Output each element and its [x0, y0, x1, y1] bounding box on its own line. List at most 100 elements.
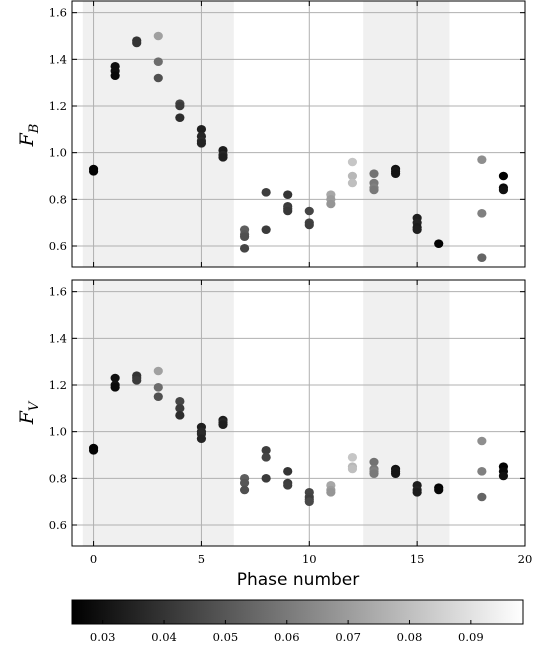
bottom-data-point: [218, 420, 228, 429]
bottom-data-point: [434, 485, 444, 495]
bottom-xtick-label: 0: [90, 552, 97, 566]
bottom-data-point: [369, 469, 379, 478]
bottom-data-point: [239, 485, 250, 495]
colorbar: 0.03 0.04 0.05 0.06 0.07 0.08 0.09: [71, 599, 524, 644]
colorbar-tick-label: 0.05: [213, 630, 239, 644]
top-data-point: [369, 185, 379, 195]
colorbar-tick-label: 0.09: [458, 630, 484, 644]
top-ytick-label: 1.2: [49, 99, 67, 113]
bottom-data-point: [477, 492, 487, 502]
top-data-point: [239, 232, 250, 241]
top-data-point: [477, 253, 487, 262]
top-data-point: [218, 153, 228, 162]
colorbar-ticks: 0.03 0.04 0.05 0.06 0.07 0.08 0.09: [90, 620, 484, 644]
colorbar-tick-label: 0.06: [274, 630, 300, 644]
bottom-ytick-label: 0.8: [49, 471, 67, 485]
colorbar-frame: [71, 599, 524, 625]
top-data-point: [110, 71, 120, 80]
bottom-ytick-label: 1.6: [49, 285, 67, 299]
top-data-point: [153, 57, 163, 66]
top-ytick-label: 1.4: [49, 52, 67, 66]
top-data-point: [412, 225, 422, 234]
bottom-data-point: [261, 453, 271, 462]
bottom-xtick-label: 10: [302, 552, 317, 566]
top-data-point: [153, 31, 163, 41]
bottom-data-point: [88, 446, 99, 455]
bottom-data-point: [347, 464, 358, 474]
top-shaded-region: [363, 1, 450, 267]
bottom-data-point: [175, 404, 185, 413]
top-data-point: [283, 206, 293, 216]
bottom-data-point: [110, 383, 120, 392]
bottom-data-point: [326, 488, 336, 497]
bottom-data-point: [110, 373, 120, 383]
bottom-plot-layer: 0.6 0.8 1.0 1.2 1.4 1.6 0 5 10 15 20: [49, 280, 533, 566]
bottom-xtick-label: 20: [518, 552, 533, 566]
bottom-xtick-label: 5: [198, 552, 205, 566]
bottom-data-point: [153, 383, 163, 392]
top-data-point: [239, 244, 250, 253]
top-ytick-label: 0.8: [49, 192, 67, 206]
bottom-ytick-label: 1.4: [49, 331, 67, 345]
bottom-data-point: [369, 457, 379, 467]
bottom-ytick-label: 0.6: [49, 518, 67, 532]
colorbar-tick-label: 0.07: [335, 630, 361, 644]
top-data-point: [88, 167, 99, 176]
bottom-xtick-label: 15: [410, 552, 425, 566]
top-data-point: [347, 171, 358, 181]
bottom-frame: [71, 279, 526, 547]
top-data-point: [369, 169, 379, 178]
top-ytick-label: 1.6: [49, 6, 67, 20]
top-data-point: [434, 239, 444, 248]
bottom-data-point: [175, 397, 185, 406]
top-data-point: [390, 169, 401, 178]
top-data-point: [196, 125, 207, 134]
bottom-ylabel: FV: [16, 400, 42, 425]
top-data-point: [477, 209, 487, 218]
top-data-point: [304, 206, 314, 216]
bottom-data-point: [261, 446, 271, 455]
top-ytick-label: 1.0: [49, 146, 67, 160]
top-plot-layer: 0.6 0.8 1.0 1.2 1.4 1.6: [49, 1, 526, 267]
bottom-data-point: [477, 436, 487, 446]
bottom-data-point: [261, 474, 271, 483]
top-data-point: [283, 190, 293, 199]
top-shaded-region: [82, 1, 234, 267]
bottom-ytick-label: 1.2: [49, 378, 67, 392]
top-ytick-label: 0.6: [49, 239, 67, 253]
bottom-data-point: [347, 453, 358, 462]
bottom-data-point: [175, 411, 185, 420]
top-data-point: [261, 225, 271, 234]
top-data-point: [153, 73, 163, 83]
bottom-data-point: [412, 488, 422, 497]
bottom-data-point: [196, 434, 207, 443]
bottom-data-point: [283, 481, 293, 490]
bottom-data-point: [304, 497, 314, 506]
top-data-point: [304, 220, 314, 230]
top-data-point: [175, 113, 185, 122]
bottom-data-point: [477, 467, 487, 476]
top-frame: [71, 0, 526, 268]
bottom-data-point: [132, 376, 142, 385]
top-panel: 0.6 0.8 1.0 1.2 1.4 1.6 FB: [16, 0, 526, 268]
top-data-point: [347, 157, 358, 167]
bottom-data-point: [153, 392, 163, 401]
top-data-point: [175, 101, 185, 111]
bottom-data-point: [153, 366, 163, 376]
colorbar-gradient: [72, 600, 523, 624]
top-ylabel: FB: [16, 124, 42, 148]
bottom-data-point: [390, 469, 401, 478]
bottom-ytick-label: 1.0: [49, 425, 67, 439]
bottom-data-point: [498, 471, 509, 481]
top-data-point: [132, 38, 142, 48]
x-axis-title: Phase number: [237, 570, 360, 590]
colorbar-tick-label: 0.03: [90, 630, 116, 644]
top-data-point: [498, 185, 509, 195]
bottom-shaded-region: [82, 280, 234, 546]
top-data-point: [498, 171, 509, 181]
top-data-point: [196, 139, 207, 148]
bottom-panel: 0.6 0.8 1.0 1.2 1.4 1.6 0 5 10 15 20 FV Phase numb…: [16, 279, 533, 590]
colorbar-tick-label: 0.08: [397, 630, 423, 644]
top-data-point: [477, 155, 487, 164]
